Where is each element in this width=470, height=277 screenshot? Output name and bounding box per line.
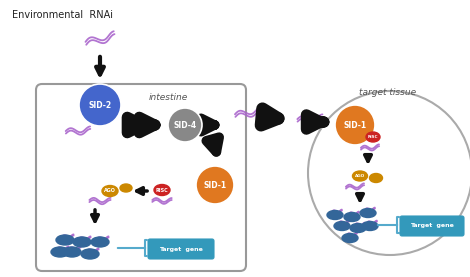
Ellipse shape bbox=[73, 237, 91, 247]
Ellipse shape bbox=[366, 132, 380, 142]
Text: intestine: intestine bbox=[149, 93, 188, 102]
Ellipse shape bbox=[102, 186, 118, 196]
Text: AGO: AGO bbox=[104, 189, 116, 194]
Text: SID-2: SID-2 bbox=[88, 101, 111, 109]
Ellipse shape bbox=[344, 212, 360, 222]
Ellipse shape bbox=[342, 234, 358, 242]
Ellipse shape bbox=[81, 249, 99, 259]
Ellipse shape bbox=[334, 222, 350, 230]
Text: SID-4: SID-4 bbox=[173, 120, 196, 130]
Circle shape bbox=[196, 166, 234, 204]
Ellipse shape bbox=[56, 235, 74, 245]
Text: RISC: RISC bbox=[368, 135, 378, 139]
Circle shape bbox=[79, 84, 121, 126]
Ellipse shape bbox=[352, 171, 368, 181]
Ellipse shape bbox=[369, 173, 383, 183]
FancyBboxPatch shape bbox=[36, 84, 246, 271]
Ellipse shape bbox=[327, 211, 343, 219]
Circle shape bbox=[335, 105, 375, 145]
Text: Target  gene: Target gene bbox=[159, 247, 203, 252]
Ellipse shape bbox=[63, 247, 81, 257]
Ellipse shape bbox=[91, 237, 109, 247]
Ellipse shape bbox=[362, 222, 378, 230]
FancyBboxPatch shape bbox=[400, 216, 464, 236]
Text: SID-1: SID-1 bbox=[204, 181, 227, 189]
Ellipse shape bbox=[350, 224, 366, 232]
Ellipse shape bbox=[154, 184, 170, 196]
Ellipse shape bbox=[360, 209, 376, 217]
Ellipse shape bbox=[51, 247, 69, 257]
Text: target tissue: target tissue bbox=[360, 88, 416, 97]
Ellipse shape bbox=[120, 184, 132, 192]
Circle shape bbox=[308, 91, 470, 255]
Circle shape bbox=[168, 108, 202, 142]
Text: Environmental  RNAi: Environmental RNAi bbox=[12, 10, 113, 20]
Text: RISC: RISC bbox=[156, 188, 168, 193]
Text: Target  gene: Target gene bbox=[410, 224, 454, 229]
Text: AGO: AGO bbox=[355, 174, 365, 178]
FancyBboxPatch shape bbox=[148, 239, 214, 259]
Text: SID-1: SID-1 bbox=[344, 120, 367, 130]
